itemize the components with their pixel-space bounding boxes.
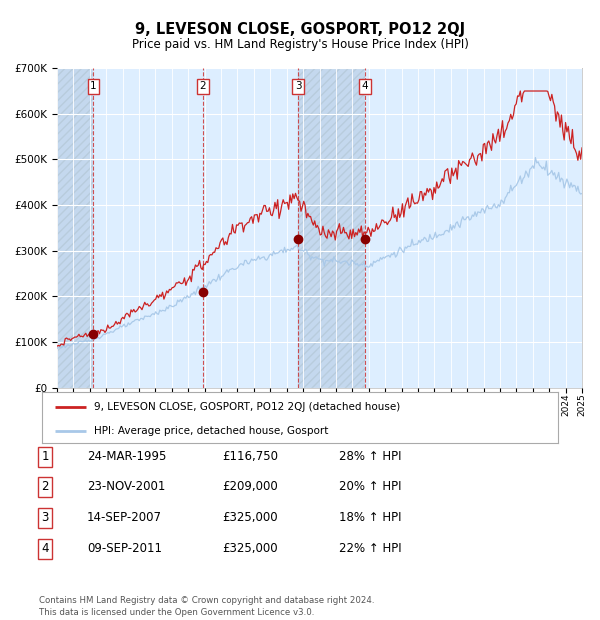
Text: £325,000: £325,000 [222,542,278,555]
Bar [94,68,203,388]
Text: £325,000: £325,000 [222,512,278,524]
Text: 9, LEVESON CLOSE, GOSPORT, PO12 2QJ (detached house): 9, LEVESON CLOSE, GOSPORT, PO12 2QJ (det… [94,402,400,412]
Bar [57,68,94,388]
Bar [298,68,365,388]
Text: 4: 4 [361,81,368,91]
Text: 4: 4 [41,542,49,555]
Text: 3: 3 [295,81,302,91]
Text: 24-MAR-1995: 24-MAR-1995 [87,451,166,463]
Text: £116,750: £116,750 [222,451,278,463]
Bar [203,68,298,388]
Text: 2: 2 [41,480,49,493]
Text: 9, LEVESON CLOSE, GOSPORT, PO12 2QJ: 9, LEVESON CLOSE, GOSPORT, PO12 2QJ [135,22,465,37]
Text: 09-SEP-2011: 09-SEP-2011 [87,542,162,555]
Bar [365,68,582,388]
Text: 18% ↑ HPI: 18% ↑ HPI [339,512,401,524]
Bar [57,68,94,388]
Text: 20% ↑ HPI: 20% ↑ HPI [339,480,401,493]
Text: 2: 2 [200,81,206,91]
Text: HPI: Average price, detached house, Gosport: HPI: Average price, detached house, Gosp… [94,425,328,436]
Text: 22% ↑ HPI: 22% ↑ HPI [339,542,401,555]
Text: £209,000: £209,000 [222,480,278,493]
Text: 14-SEP-2007: 14-SEP-2007 [87,512,162,524]
Text: Price paid vs. HM Land Registry's House Price Index (HPI): Price paid vs. HM Land Registry's House … [131,38,469,51]
Text: 3: 3 [41,512,49,524]
Text: 1: 1 [41,451,49,463]
Bar [298,68,365,388]
Text: 28% ↑ HPI: 28% ↑ HPI [339,451,401,463]
Text: Contains HM Land Registry data © Crown copyright and database right 2024.
This d: Contains HM Land Registry data © Crown c… [39,596,374,617]
Text: 23-NOV-2001: 23-NOV-2001 [87,480,166,493]
Text: 1: 1 [90,81,97,91]
